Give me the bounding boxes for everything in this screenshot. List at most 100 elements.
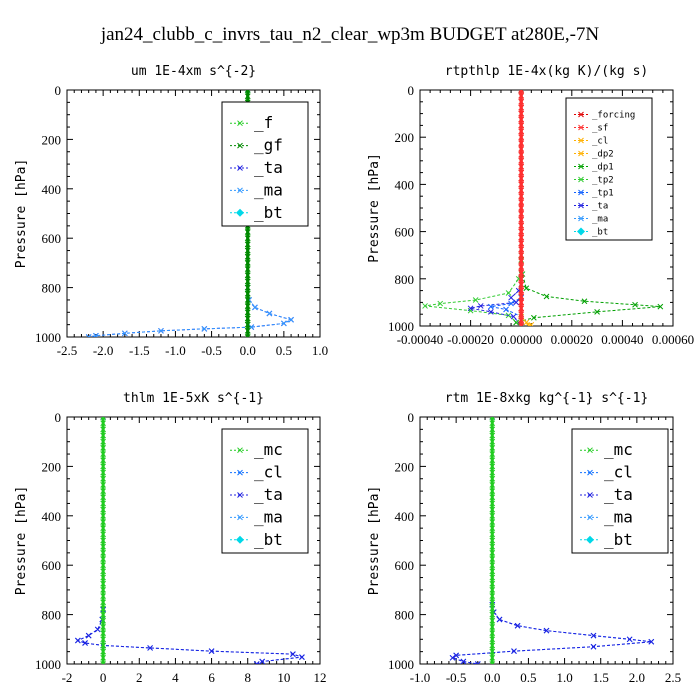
data-point <box>487 308 494 315</box>
x-tick-label: 2.5 <box>665 670 681 685</box>
legend-label: _ta <box>254 158 283 177</box>
data-point <box>513 319 519 326</box>
legend-marker <box>587 492 593 498</box>
data-point <box>657 303 664 310</box>
data-point <box>489 519 496 525</box>
x-tick-label: 4 <box>172 670 179 685</box>
data-point <box>489 562 496 569</box>
data-point <box>121 330 128 337</box>
data-point <box>518 157 525 164</box>
data-point <box>422 303 428 309</box>
data-point <box>489 654 496 661</box>
data-point <box>201 325 208 332</box>
data-point <box>244 260 251 266</box>
data-point <box>472 297 479 303</box>
data-point <box>518 317 525 323</box>
data-point <box>252 304 258 311</box>
data-point <box>489 469 496 476</box>
data-point <box>518 270 525 276</box>
data-point <box>244 284 251 291</box>
x-tick-label: 10 <box>277 670 290 685</box>
legend-marker <box>578 150 584 157</box>
legend-marker <box>237 165 243 171</box>
data-point <box>491 661 496 664</box>
legend-marker <box>236 535 244 544</box>
data-point <box>530 314 537 321</box>
data-point <box>100 519 106 525</box>
legend-marker <box>237 447 243 454</box>
legend-marker <box>578 215 584 222</box>
data-point <box>467 305 474 312</box>
legend-marker <box>586 535 594 544</box>
x-tick-label: 0.00040 <box>601 332 643 347</box>
series-group <box>422 90 664 326</box>
data-point <box>259 658 266 664</box>
data-point <box>244 278 251 285</box>
legend-marker <box>587 514 593 521</box>
data-point <box>489 463 496 470</box>
legend-label: _bt <box>604 530 633 549</box>
data-point <box>100 420 106 427</box>
x-tick-label: -2 <box>62 670 73 685</box>
data-point <box>100 482 106 488</box>
data-point <box>489 661 493 664</box>
legend-marker <box>237 469 243 476</box>
data-point <box>489 500 496 507</box>
y-tick-label: 800 <box>395 608 415 623</box>
data-point <box>518 275 525 282</box>
x-tick-label: -1.5 <box>129 343 150 358</box>
legend-label: _cl <box>604 463 633 482</box>
data-point <box>100 506 106 513</box>
y-tick-label: 600 <box>395 558 415 573</box>
data-point <box>100 475 106 482</box>
data-point <box>518 152 525 158</box>
data-point <box>100 654 106 661</box>
legend-label: _mc <box>254 440 283 459</box>
data-point <box>581 298 588 305</box>
legend-label: _ma <box>254 507 283 526</box>
data-point <box>518 93 525 99</box>
data-point <box>518 90 522 93</box>
data-point <box>288 316 294 323</box>
y-axis-label: Pressure [hPa] <box>367 486 382 596</box>
y-axis-label: Pressure [hPa] <box>367 153 382 263</box>
data-point <box>85 334 90 337</box>
x-tick-label: 1.0 <box>556 670 572 685</box>
data-point <box>453 652 459 659</box>
legend-marker <box>578 176 584 183</box>
legend-label: _bt <box>254 203 283 222</box>
x-tick-label: -0.5 <box>446 670 467 685</box>
data-point <box>290 651 296 657</box>
y-tick-label: 0 <box>55 410 62 425</box>
x-tick-label: 12 <box>314 670 327 685</box>
data-point <box>489 642 496 649</box>
data-point <box>487 303 494 310</box>
legend-marker <box>578 163 584 170</box>
data-point <box>100 463 106 470</box>
data-point <box>100 426 106 433</box>
data-point <box>518 175 525 182</box>
series-group <box>449 417 655 664</box>
x-tick-label: 0.00020 <box>551 332 593 347</box>
y-tick-label: 1000 <box>388 657 414 672</box>
data-point <box>100 605 106 612</box>
data-point <box>520 90 525 93</box>
panel-title: um 1E-4xm s^{-2} <box>131 64 256 79</box>
x-tick-label: 0.00000 <box>500 332 542 347</box>
data-point <box>244 303 251 309</box>
legend-label: _tp2 <box>592 176 614 186</box>
y-tick-label: 200 <box>395 459 415 474</box>
data-point <box>100 574 106 581</box>
series-line-ta <box>76 417 303 664</box>
data-point <box>489 617 496 624</box>
legend-label: _bt <box>592 228 608 238</box>
panel-title: rtm 1E-8xkg kg^{-1} s^{-1} <box>445 391 649 406</box>
data-point <box>100 599 106 606</box>
data-point <box>518 199 525 205</box>
data-point <box>100 661 104 664</box>
data-point <box>100 543 106 550</box>
data-point <box>244 229 251 235</box>
y-tick-label: 800 <box>395 272 415 287</box>
series-line-cl <box>520 90 533 326</box>
data-point <box>244 334 249 337</box>
